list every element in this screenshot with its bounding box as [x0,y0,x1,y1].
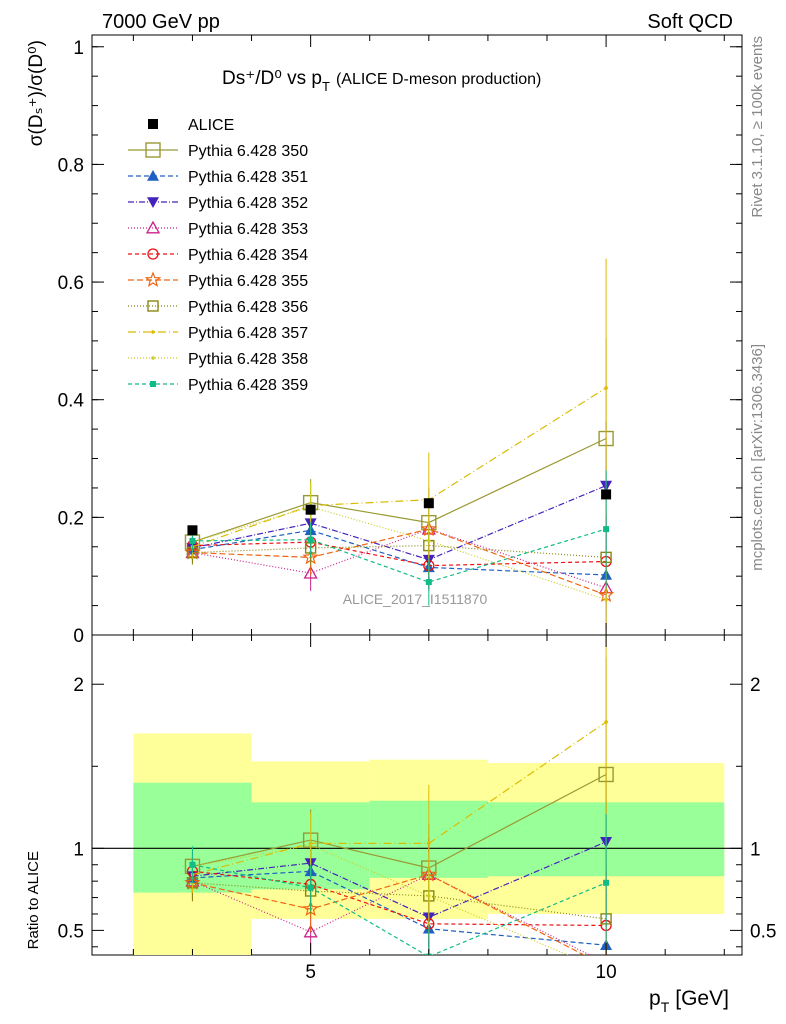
ratio-line-2 [192,841,607,918]
alice-data-group [187,489,612,536]
ratio-line-7 [192,721,607,876]
series-line-8 [192,506,607,601]
legend-marker-4 [147,248,159,260]
legend-label-1: Pythia 6.428 351 [188,169,308,186]
legend-label-6: Pythia 6.428 356 [188,299,308,316]
rivet-version-label: Rivet 3.1.10, ≥ 100k events [749,36,766,218]
x-axis-label: pT [GeV] [649,987,729,1015]
series-line-4 [192,541,607,567]
series-line-0 [192,437,607,543]
x-axis-label-unit: [GeV] [675,987,729,1010]
ratio-marker-9 [603,879,610,886]
ratio-marker-9 [307,884,314,891]
legend-marker-alice [148,119,158,129]
alice-data-point [305,504,316,515]
legend: ALICE Pythia 6.428 350 Pythia 6.428 351 Pyt… [128,117,308,394]
legend-label-3: Pythia 6.428 353 [188,221,308,238]
series-line-6 [192,544,607,558]
ratio-tick-label: 0.5 [58,921,84,942]
legend-label-5: Pythia 6.428 355 [188,273,308,290]
ratio-tick-label: 2 [73,675,84,696]
y-tick-label: 0.6 [58,273,84,294]
ratio-line-6 [192,882,607,920]
y-tick-label: 1 [73,38,84,59]
legend-label-7: Pythia 6.428 357 [188,325,308,342]
legend-label-8: Pythia 6.428 358 [188,351,308,368]
ratio-tick-label-right: 2 [750,675,761,696]
legend-marker-1 [147,170,159,181]
alice-data-point [423,498,434,509]
legend-label-alice: ALICE [188,117,234,134]
series-line-7 [192,387,607,548]
chart-title-sub: T [322,79,330,94]
y-tick-label: 0.2 [58,508,84,529]
series-marker-9 [189,537,196,544]
ratio-y-axis-label: Ratio to ALICE [25,851,42,949]
series-line-3 [192,528,607,589]
x-axis-label-main: p [649,987,661,1010]
ratio-tick-label-right: 0.5 [750,921,776,942]
chart-title: Ds⁺/D⁰ vs pT (ALICE D-meson production) [222,68,541,94]
legend-label-2: Pythia 6.428 352 [188,195,308,212]
energy-label: 7000 GeV pp [102,11,220,33]
ratio-line-8 [192,844,570,955]
series-marker-9 [425,579,432,586]
legend-marker-5 [144,271,162,288]
x-tick-label: 5 [305,962,316,983]
mcplots-label: mcplots.cern.ch [arXiv:1306.3436] [749,344,766,571]
analysis-watermark: ALICE_2017_I1511870 [343,591,488,607]
ratio-marker-7 [604,720,608,724]
axis-ticks: 0 0.2 0.4 0.6 0.8 1 5 10 0.5 0.5 1 1 2 2 [58,35,776,983]
ratio-marker-8 [427,894,431,898]
ratio-marker-3 [303,924,318,938]
legend-marker-8 [151,356,155,360]
ratio-tick-label: 1 [73,839,84,860]
alice-data-point [601,489,612,500]
series-marker-8 [427,539,431,543]
legend-marker-6 [147,300,159,312]
legend-marker-0 [145,142,161,158]
series-marker-9 [307,536,314,543]
chart-title-extra: (ALICE D-meson production) [336,71,541,88]
ratio-marker-7 [427,841,431,846]
ratio-line-4 [192,870,607,927]
series-marker-7 [604,386,608,390]
alice-data-point [187,525,198,536]
y-axis-label: σ(Dₛ⁺)/σ(D⁰) [26,40,47,146]
y-tick-label: 0.4 [58,391,85,412]
ratio-line-1 [192,870,607,946]
legend-marker-3 [145,220,161,234]
ratio-line-5 [192,873,586,955]
series-line-1 [192,529,607,576]
series-marker-9 [603,526,610,533]
y-tick-label: 0.8 [58,155,84,176]
legend-marker-2 [147,197,159,208]
x-tick-label: 10 [596,962,617,983]
ratio-marker-9 [189,861,196,868]
legend-label-0: Pythia 6.428 350 [188,143,308,160]
x-axis-label-sub: T [661,999,670,1015]
legend-marker-9 [150,381,156,387]
ratio-tick-label-right: 1 [750,839,761,860]
ratio-line-9 [192,864,607,955]
chart-title-main: Ds⁺/D⁰ vs p [222,68,322,89]
y-tick-label: 0 [73,626,84,647]
series-marker-8 [604,597,608,602]
legend-label-4: Pythia 6.428 354 [188,247,308,264]
legend-label-9: Pythia 6.428 359 [188,377,308,394]
series-line-5 [192,528,607,596]
series-line-2 [192,485,607,561]
ratio-plot-frame [91,634,743,956]
ratio-line-0 [192,773,607,869]
category-label: Soft QCD [647,11,733,33]
legend-marker-7 [151,330,155,334]
series-line-9 [192,528,607,583]
ratio-marker-8 [308,843,313,847]
series-marker-3 [303,565,318,579]
